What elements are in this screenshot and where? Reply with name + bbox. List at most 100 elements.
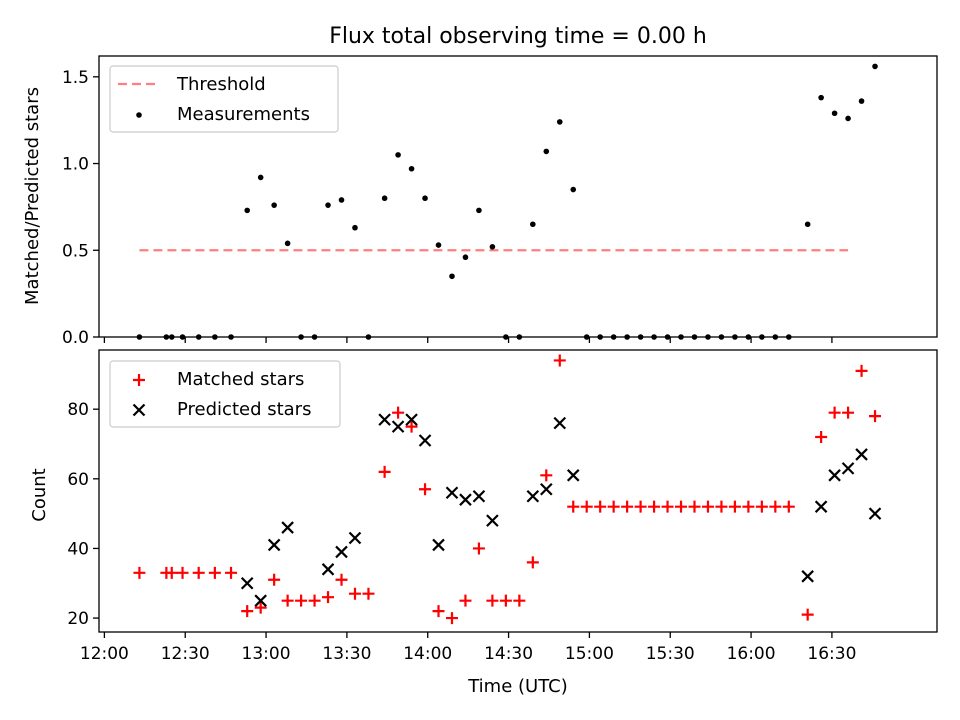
measurement-point: [462, 254, 469, 261]
matched-star-point: [567, 500, 580, 513]
matched-star-point: [842, 406, 855, 419]
bottom-legend-box: [109, 360, 341, 428]
matched-star-point: [540, 469, 553, 482]
measurement-point: [476, 207, 482, 214]
bottom-x-tick-label: 15:30: [646, 644, 695, 664]
measurement-point: [408, 165, 415, 172]
predicted-star-point: [459, 493, 472, 506]
matched-star-point: [308, 594, 321, 607]
bottom-y-axis-label: Count: [29, 468, 50, 521]
matched-star-point: [165, 566, 178, 579]
measurement-point: [556, 119, 563, 125]
matched-star-point: [192, 566, 205, 579]
measurement-point: [284, 240, 291, 247]
measurement-point: [831, 110, 838, 117]
legend-predicted-label: Predicted stars: [177, 399, 311, 420]
matched-star-point: [241, 605, 254, 618]
top-y-axis-label: Matched/Predicted stars: [22, 87, 43, 305]
predicted-star-point: [868, 507, 882, 520]
predicted-star-point: [378, 413, 391, 426]
bottom-y-tick-label: 40: [67, 539, 89, 559]
matched-star-point: [335, 573, 348, 586]
matched-star-point: [675, 500, 688, 513]
predicted-star-point: [540, 482, 553, 496]
predicted-star-point: [267, 538, 281, 552]
predicted-star-point: [828, 469, 841, 482]
matched-star-point: [348, 587, 361, 600]
matched-star-point: [486, 594, 499, 607]
legend-matched-swatch: [133, 374, 145, 386]
matched-star-point: [769, 500, 782, 513]
bottom-legend: Matched stars Predicted stars: [109, 360, 341, 428]
matched-star-point: [281, 594, 294, 607]
matched-star-point: [459, 594, 472, 607]
legend-measurements-swatch: [136, 112, 142, 118]
measurement-point: [422, 195, 428, 202]
bottom-y-tick-label: 20: [67, 609, 89, 629]
measurement-point: [570, 186, 577, 193]
matched-star-point: [815, 431, 828, 444]
matched-star-point: [362, 587, 375, 600]
matched-star-point: [208, 566, 221, 579]
matched-star-point: [254, 601, 267, 614]
matched-star-point: [701, 500, 714, 513]
measurement-point: [449, 273, 455, 280]
measurement-point: [858, 98, 865, 104]
top-y-tick-label: 0.0: [62, 328, 89, 348]
matched-star-point: [133, 566, 146, 579]
legend-measurements-label: Measurements: [177, 104, 310, 125]
measurement-point: [543, 148, 550, 155]
predicted-star-point: [418, 434, 432, 447]
matched-star-point: [828, 406, 841, 419]
top-y-tick-label: 1.5: [62, 68, 89, 88]
predicted-star-point: [486, 514, 499, 527]
measurement-point: [872, 63, 878, 70]
matched-star-point: [378, 465, 391, 478]
bottom-y-tick-label: 60: [67, 470, 89, 490]
measurement-point: [271, 202, 277, 208]
matched-star-point: [715, 500, 728, 513]
predicted-star-point: [240, 576, 254, 590]
bottom-x-tick-label: 12:00: [80, 644, 129, 664]
top-y-tick-label: 0.5: [62, 241, 89, 261]
predicted-star-point: [335, 545, 348, 559]
matched-star-point: [432, 605, 445, 618]
measurement-point: [244, 207, 250, 214]
matched-star-point: [621, 500, 634, 513]
bottom-panel: 20 40 60 80 12:00 12:30 13:00 13:30 14:00 14:30 15…: [67, 349, 938, 664]
predicted-star-point: [566, 469, 580, 482]
predicted-star-point: [841, 462, 855, 475]
matched-star-point: [782, 500, 795, 513]
measurement-point: [338, 197, 345, 203]
predicted-star-point: [432, 538, 445, 552]
predicted-star-point: [472, 489, 486, 503]
predicted-star-point: [391, 420, 405, 433]
measurement-point: [352, 224, 358, 231]
bottom-x-tick-label: 16:00: [727, 644, 776, 664]
bottom-x-tick-label: 14:00: [403, 644, 452, 664]
matched-star-point: [801, 608, 814, 621]
matched-star-point: [472, 542, 485, 555]
measurement-point: [818, 94, 824, 101]
measurement-point: [804, 221, 811, 228]
legend-threshold-label: Threshold: [176, 74, 266, 95]
bottom-axes-frame: [98, 349, 938, 633]
bottom-x-tick-label: 16:30: [807, 644, 856, 664]
matched-star-point: [268, 573, 281, 586]
matched-star-point: [755, 500, 768, 513]
bottom-x-tick-label: 12:30: [161, 644, 210, 664]
predicted-star-point: [321, 563, 335, 576]
matched-star-point: [419, 483, 432, 496]
predicted-star-point: [254, 594, 267, 607]
predicted-star-point: [801, 570, 814, 583]
matched-star-point: [580, 500, 593, 513]
matched-star-point: [607, 500, 620, 513]
top-legend-box: [109, 65, 339, 133]
top-panel: 0.0 0.5 1.0 1.5 Threshold Measurements: [62, 55, 938, 348]
legend-matched-label: Matched stars: [177, 369, 304, 390]
predicted-star-point: [553, 416, 567, 430]
predicted-star-point: [445, 486, 459, 500]
legend-predicted-swatch: [132, 403, 146, 417]
matched-star-point: [513, 594, 526, 607]
